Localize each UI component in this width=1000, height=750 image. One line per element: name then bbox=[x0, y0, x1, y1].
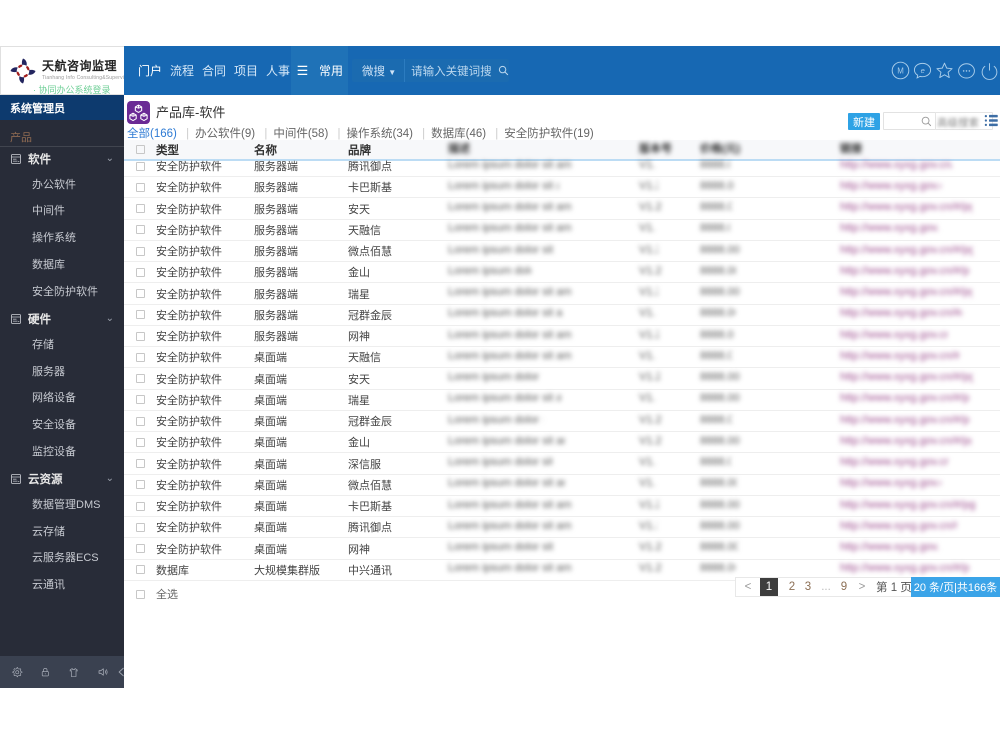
svg-text:e: e bbox=[921, 66, 925, 75]
svg-text:M: M bbox=[897, 67, 904, 76]
